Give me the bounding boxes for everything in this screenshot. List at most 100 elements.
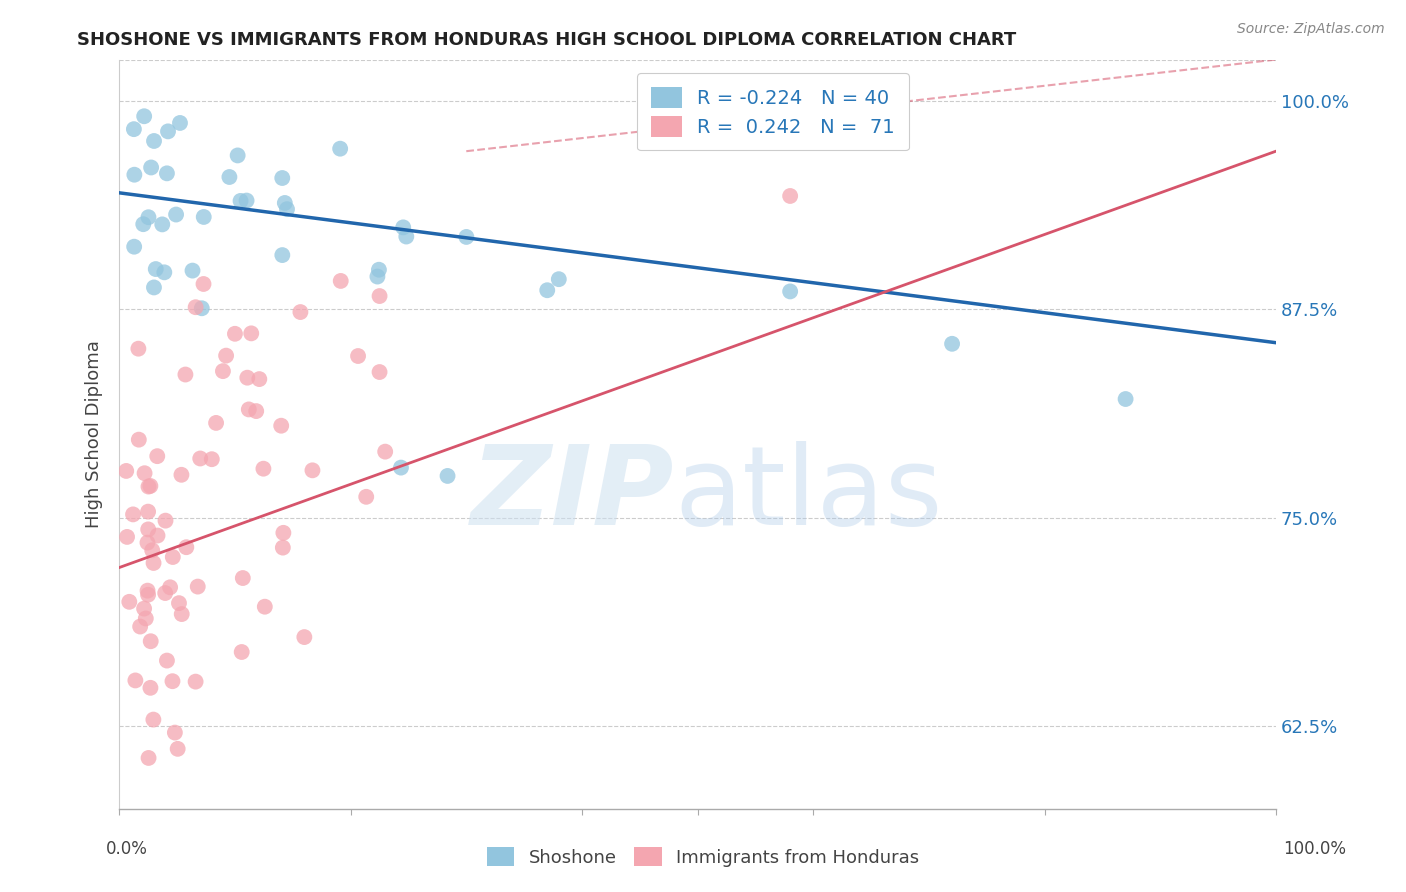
Point	[176, 540, 198, 554]
Point	[276, 202, 298, 216]
Point	[271, 171, 294, 186]
Point	[205, 416, 228, 430]
Point	[193, 277, 215, 291]
Point	[136, 588, 159, 602]
Point	[201, 452, 224, 467]
Point	[166, 742, 188, 756]
Point	[366, 269, 388, 284]
Point	[145, 262, 167, 277]
Point	[128, 433, 150, 447]
Point	[142, 556, 165, 570]
Point	[436, 469, 458, 483]
Point	[138, 211, 160, 225]
Point	[163, 725, 186, 739]
Point	[129, 619, 152, 633]
Point	[146, 528, 169, 542]
Text: 100.0%: 100.0%	[1284, 840, 1346, 858]
Point	[238, 402, 260, 417]
Point	[779, 189, 801, 203]
Point	[368, 289, 391, 303]
Point	[1115, 392, 1137, 406]
Point	[240, 326, 263, 341]
Point	[136, 583, 159, 598]
Point	[941, 336, 963, 351]
Point	[231, 645, 253, 659]
Point	[274, 196, 297, 211]
Point	[456, 230, 478, 244]
Text: ZIP: ZIP	[471, 441, 675, 548]
Point	[374, 444, 396, 458]
Point	[132, 217, 155, 231]
Point	[141, 543, 163, 558]
Point	[218, 169, 240, 184]
Point	[184, 300, 207, 314]
Point	[139, 479, 162, 493]
Point	[174, 368, 197, 382]
Point	[271, 541, 294, 555]
Point	[138, 479, 160, 493]
Point	[170, 607, 193, 621]
Point	[187, 580, 209, 594]
Point	[232, 571, 254, 585]
Text: SHOSHONE VS IMMIGRANTS FROM HONDURAS HIGH SCHOOL DIPLOMA CORRELATION CHART: SHOSHONE VS IMMIGRANTS FROM HONDURAS HIG…	[77, 31, 1017, 49]
Point	[138, 751, 160, 765]
Point	[162, 549, 184, 564]
Point	[290, 305, 312, 319]
Point	[247, 372, 270, 386]
Point	[135, 611, 157, 625]
Point	[155, 514, 177, 528]
Point	[181, 263, 204, 277]
Point	[169, 116, 191, 130]
Point	[139, 681, 162, 695]
Text: 0.0%: 0.0%	[105, 840, 148, 858]
Point	[188, 451, 211, 466]
Point	[124, 168, 146, 182]
Point	[162, 674, 184, 689]
Point	[156, 166, 179, 180]
Point	[184, 674, 207, 689]
Point	[245, 404, 267, 418]
Point	[392, 220, 415, 235]
Point	[153, 586, 176, 600]
Point	[159, 580, 181, 594]
Point	[229, 194, 252, 208]
Point	[150, 218, 173, 232]
Point	[136, 535, 159, 549]
Point	[270, 418, 292, 433]
Point	[301, 463, 323, 477]
Point	[224, 326, 246, 341]
Point	[115, 464, 138, 478]
Point	[122, 122, 145, 136]
Point	[170, 467, 193, 482]
Legend: R = -0.224   N = 40, R =  0.242   N =  71: R = -0.224 N = 40, R = 0.242 N = 71	[637, 73, 908, 151]
Point	[536, 283, 558, 297]
Point	[389, 460, 412, 475]
Point	[271, 248, 294, 262]
Point	[354, 490, 377, 504]
Point	[139, 634, 162, 648]
Point	[215, 349, 238, 363]
Point	[134, 467, 156, 481]
Point	[127, 342, 149, 356]
Point	[157, 124, 180, 138]
Point	[118, 595, 141, 609]
Point	[226, 148, 249, 162]
Point	[134, 109, 156, 123]
Point	[236, 370, 259, 384]
Text: atlas: atlas	[675, 441, 943, 548]
Point	[235, 194, 257, 208]
Point	[156, 654, 179, 668]
Point	[368, 262, 391, 277]
Point	[136, 505, 159, 519]
Point	[167, 596, 190, 610]
Point	[212, 364, 235, 378]
Point	[779, 285, 801, 299]
Point	[273, 525, 295, 540]
Legend: Shoshone, Immigrants from Honduras: Shoshone, Immigrants from Honduras	[479, 840, 927, 874]
Point	[122, 240, 145, 254]
Y-axis label: High School Diploma: High School Diploma	[86, 341, 103, 528]
Point	[132, 601, 155, 615]
Point	[368, 365, 391, 379]
Point	[292, 630, 315, 644]
Point	[329, 142, 352, 156]
